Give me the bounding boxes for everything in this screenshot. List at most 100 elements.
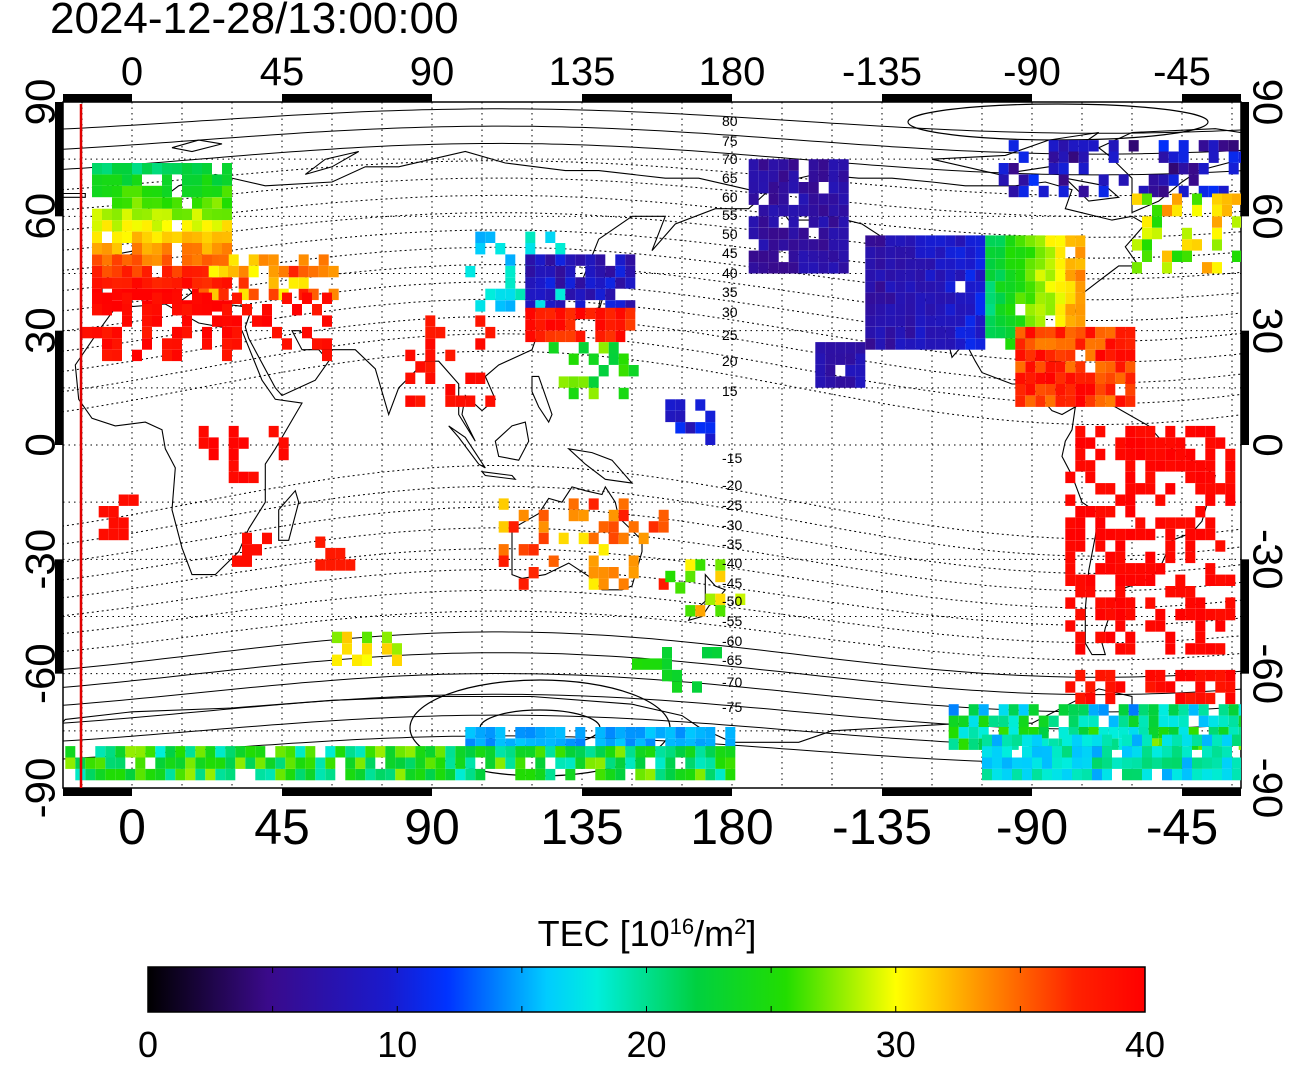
tec-pixel	[132, 174, 142, 186]
contour-label: 80	[722, 113, 738, 129]
tec-pixel	[1155, 517, 1166, 529]
tec-pixel	[1155, 460, 1166, 472]
tec-pixel	[1105, 349, 1116, 362]
tec-pixel	[1145, 669, 1156, 682]
tec-pixel	[925, 292, 936, 304]
tec-pixel	[875, 315, 886, 327]
tec-pixel	[675, 746, 686, 758]
tec-pixel	[1135, 574, 1146, 586]
tec-pixel	[1035, 338, 1046, 350]
tec-pixel	[122, 231, 132, 243]
tec-pixel	[632, 658, 642, 670]
bottom-lon-label: 90	[404, 799, 460, 855]
tec-pixel	[1005, 246, 1016, 259]
tec-pixel	[115, 757, 126, 769]
tec-pixel	[1152, 204, 1162, 217]
bottom-lon-label: -135	[832, 799, 932, 855]
tec-pixel	[485, 746, 496, 758]
tec-pixel	[162, 243, 172, 255]
tec-pixel	[1178, 727, 1189, 739]
tec-pixel	[212, 220, 222, 232]
tec-pixel	[875, 338, 886, 350]
tec-pixel	[172, 304, 182, 316]
tec-pixel	[1249, 163, 1259, 174]
tec-pixel	[1192, 193, 1202, 205]
tec-pixel	[695, 422, 706, 434]
edge-bar	[55, 102, 63, 217]
tec-pixel	[548, 555, 559, 567]
tec-pixel	[575, 300, 586, 312]
tec-pixel	[675, 768, 686, 781]
tec-pixel	[1075, 437, 1086, 449]
tec-pixel	[162, 338, 172, 350]
bottom-lon-label: 45	[254, 799, 310, 855]
tec-pixel	[222, 208, 232, 221]
axis-labels: 0 45 90 135 180 -135 -90 -450 45 90 135 180 -135 -90-…	[17, 50, 1292, 855]
tec-pixel	[575, 277, 586, 289]
tec-pixel	[465, 768, 476, 781]
tec-pixel	[515, 757, 526, 769]
tec-pixel	[385, 746, 396, 758]
tec-pixel	[545, 746, 556, 758]
tec-pixel	[228, 437, 239, 449]
tec-pixel	[768, 159, 779, 171]
tec-pixel	[1115, 563, 1126, 575]
tec-pixel	[992, 746, 1002, 758]
tec-pixel	[322, 349, 332, 362]
tec-pixel	[955, 304, 966, 316]
tec-pixel	[1205, 528, 1216, 541]
tec-pixel	[1065, 361, 1076, 373]
tec-pixel	[655, 727, 666, 739]
tec-pixel	[1095, 338, 1106, 350]
edge-bar	[1182, 94, 1241, 102]
tec-pixel	[305, 757, 316, 769]
tec-pixel	[122, 185, 132, 198]
tec-pixel	[705, 422, 716, 434]
tec-pixel	[192, 254, 202, 266]
tec-pixel	[165, 757, 176, 769]
tec-pixel	[828, 204, 839, 217]
tec-pixel	[865, 258, 876, 270]
tec-pixel	[182, 208, 192, 221]
tec-pixel	[302, 292, 312, 304]
tec-pixel	[152, 197, 162, 209]
tec-pixel	[1158, 727, 1169, 739]
tec-pixel	[392, 654, 402, 666]
tec-pixel	[1215, 681, 1226, 693]
tec-pixel	[1005, 269, 1016, 282]
tec-pixel	[615, 757, 626, 769]
tec-pixel	[975, 269, 986, 282]
tec-pixel	[605, 277, 616, 289]
tec-pixel	[1225, 448, 1236, 461]
tec-pixel	[362, 643, 372, 655]
tec-pixel	[808, 216, 819, 228]
edge-bar	[582, 94, 732, 102]
coastline-path	[63, 192, 86, 198]
tec-pixel	[905, 326, 916, 339]
tec-pixel	[535, 330, 546, 343]
tec-pixel	[1142, 757, 1152, 769]
tec-pixel	[875, 281, 886, 293]
tec-pixel	[1045, 349, 1056, 362]
tec-pixel	[798, 182, 809, 194]
tec-pixel	[798, 239, 809, 251]
tec-pixel	[1035, 315, 1046, 327]
tec-pixel	[528, 544, 539, 556]
tec-pixel	[955, 338, 966, 350]
tec-pixel	[1025, 304, 1036, 316]
tec-pixel	[495, 243, 506, 255]
tec-pixel	[1015, 338, 1026, 350]
tec-pixel	[725, 757, 736, 769]
tec-pixel	[855, 376, 866, 388]
tec-pixel	[1105, 326, 1116, 339]
tec-pixel	[1065, 517, 1076, 529]
tec-pixel	[1035, 372, 1046, 384]
tec-pixel	[1055, 304, 1066, 316]
tec-pixel	[498, 555, 509, 567]
tec-pixel	[222, 338, 232, 350]
tec-pixel	[995, 326, 1006, 339]
tec-pixel	[425, 361, 436, 373]
tec-pixel	[202, 277, 212, 289]
tec-pixel	[1272, 239, 1282, 250]
tec-pixel	[208, 288, 219, 301]
